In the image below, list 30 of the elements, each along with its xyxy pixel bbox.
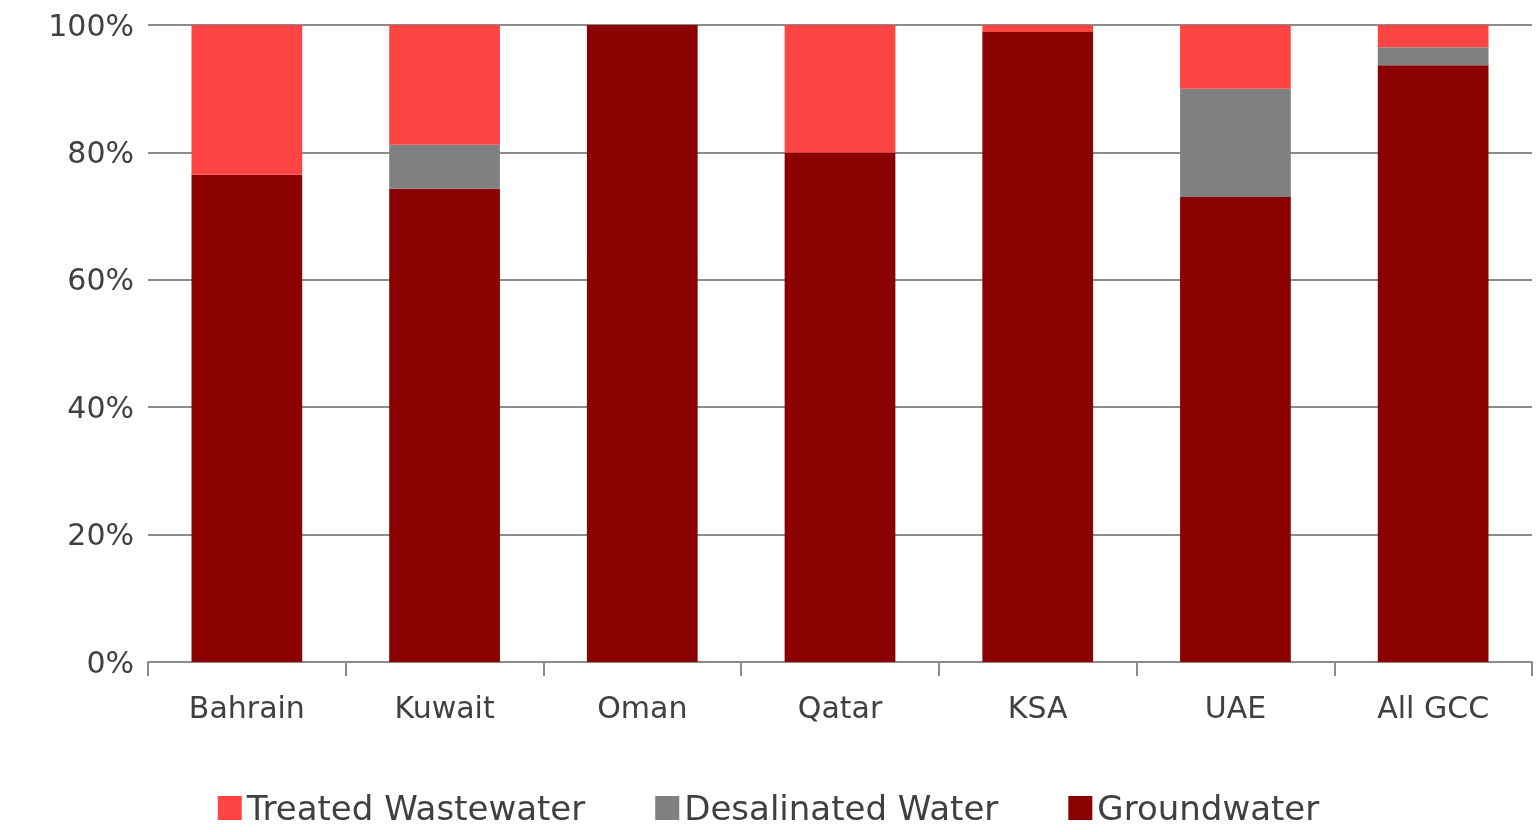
legend-label: Treated Wastewater	[245, 788, 586, 828]
y-tick-label: 20%	[67, 517, 134, 553]
y-tick-label: 60%	[67, 262, 134, 298]
x-tick-label: Bahrain	[188, 689, 305, 725]
bar	[784, 25, 896, 153]
bar	[1377, 47, 1489, 66]
x-tick-label: KSA	[1007, 689, 1069, 725]
bar	[1377, 25, 1489, 48]
bar	[982, 25, 1094, 33]
y-tick-label: 80%	[67, 134, 134, 170]
bar	[389, 188, 500, 662]
x-tick-label: Qatar	[797, 689, 883, 725]
bar	[389, 25, 500, 145]
bar	[191, 174, 303, 662]
y-tick-label: 40%	[67, 389, 134, 425]
bar	[784, 152, 896, 662]
bar	[1180, 25, 1291, 89]
bar	[982, 32, 1094, 662]
bar	[586, 25, 698, 662]
y-tick-label: 0%	[86, 644, 134, 680]
bar	[1180, 196, 1291, 662]
x-tick-label: All GCC	[1377, 689, 1490, 725]
legend-label: Groundwater	[1097, 788, 1320, 828]
y-tick-label: 100%	[48, 7, 134, 43]
bar	[191, 25, 303, 175]
x-tick-label: UAE	[1204, 689, 1267, 725]
bar	[1377, 65, 1489, 662]
x-tick-label: Oman	[597, 689, 688, 725]
legend-label: Desalinated Water	[684, 788, 999, 828]
x-tick-label: Kuwait	[394, 689, 495, 725]
